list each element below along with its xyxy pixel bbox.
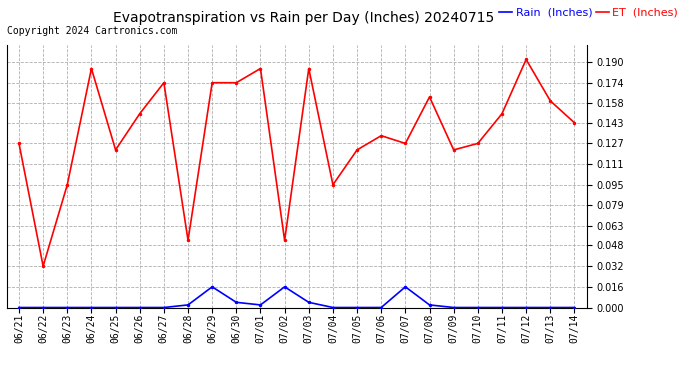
Text: Copyright 2024 Cartronics.com: Copyright 2024 Cartronics.com (7, 26, 177, 36)
Text: Evapotranspiration vs Rain per Day (Inches) 20240715: Evapotranspiration vs Rain per Day (Inch… (113, 11, 494, 25)
Legend: Rain  (Inches), ET  (Inches): Rain (Inches), ET (Inches) (495, 3, 682, 22)
